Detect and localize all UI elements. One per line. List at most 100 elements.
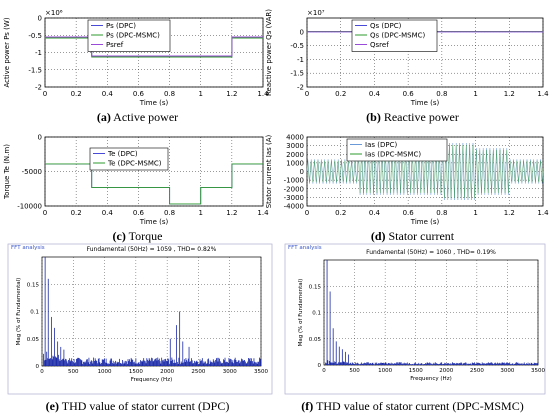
fft-panel-e: FFT analysis Fundamental (50Hz) = 1059 , … — [7, 243, 273, 395]
x-tick-label: 0.4 — [369, 90, 381, 98]
caption-c: (c) Torque — [112, 229, 163, 243]
x-tick-label: 1500 — [129, 369, 143, 375]
y-tick-label: 0.05 — [27, 337, 40, 343]
caption-e: (e) THD value of stator current (DPC) — [45, 399, 230, 413]
chart-panel-b: 0 0.2 0.4 0.6 0.8 1 1.2 1.4 0 -0.5 -1 -1.5 -2 Time (s… — [265, 9, 549, 107]
x-tick-label: 0.6 — [133, 209, 145, 217]
y-tick-label: -0.5 — [28, 32, 42, 40]
y-tick-label: -1 — [297, 56, 304, 64]
y-tick-label: 0 — [300, 168, 304, 176]
x-tick-label: 3000 — [500, 368, 514, 374]
legend-entry: Ps (DPC) — [106, 22, 136, 30]
fundamental-label: Fundamental (50Hz) = 1060 , THD= 0.19% — [366, 249, 496, 256]
chart-panel-c: 0 0.2 0.4 0.6 0.8 1 1.2 1.4 0 -5000 -10000 Time (s)… — [3, 134, 269, 227]
legend-entry: Te (DPC) — [107, 150, 138, 158]
caption-d: (d) Stator current — [370, 229, 455, 243]
legend-entry: Ias (DPC-MSMC) — [365, 151, 421, 159]
y-tick-label: 3000 — [286, 142, 304, 150]
x-tick-label: 1.2 — [226, 209, 237, 217]
y-tick-label: -1.5 — [290, 70, 304, 78]
y-axis-label: Active power Ps (W) — [3, 17, 11, 87]
x-tick-label: 0.2 — [71, 209, 82, 217]
x-tick-label: 0.8 — [436, 90, 447, 98]
axis-exponent: ×10⁶ — [45, 9, 63, 17]
x-tick-label: 1500 — [409, 368, 423, 374]
x-tick-label: 0.6 — [403, 90, 415, 98]
x-tick-label: 3000 — [223, 369, 237, 375]
x-tick-label: 1000 — [378, 368, 392, 374]
x-tick-label: 1.4 — [257, 209, 269, 217]
x-tick-label: 0 — [40, 369, 44, 375]
y-tick-label: -2 — [297, 84, 304, 92]
chart-panel-d: 0 0.2 0.4 0.6 0.8 1 1.2 1.440003000200010000-10… — [265, 134, 549, 227]
fft-panel-f: FFT analysis Fundamental (50Hz) = 1060 , … — [284, 243, 545, 395]
legend-box — [346, 138, 448, 162]
x-tick-label: 1.2 — [504, 209, 515, 217]
y-tick-label: -2 — [35, 84, 42, 92]
fft-window-title: FFT analysis — [288, 245, 322, 251]
y-tick-label: -1.5 — [28, 66, 42, 74]
x-tick-label: 1 — [198, 209, 202, 217]
y-tick-label: -1000 — [284, 177, 304, 185]
x-tick-label: 0.8 — [164, 209, 175, 217]
y-tick-label: -3000 — [284, 194, 304, 202]
y-axis-label: Reactive power Qs (VAR) — [265, 9, 273, 96]
x-tick-label: 0.2 — [71, 90, 82, 98]
y-tick-label: -1 — [35, 49, 42, 57]
axis-exponent: ×10⁷ — [307, 9, 325, 17]
x-tick-label: 0 — [305, 90, 309, 98]
x-tick-label: 3500 — [254, 369, 268, 375]
x-tick-label: 0.4 — [102, 209, 114, 217]
x-tick-label: 0.4 — [102, 90, 114, 98]
x-tick-label: 0 — [322, 368, 326, 374]
legend-entry: Te (DPC-MSMC) — [107, 160, 162, 168]
caption-b: (b) Reactive power — [366, 110, 459, 124]
fft-window-title: FFT analysis — [11, 245, 45, 251]
y-tick-label: 0.15 — [27, 282, 40, 288]
x-tick-label: 1.4 — [537, 90, 549, 98]
x-tick-label: 500 — [68, 369, 79, 375]
legend-box — [89, 147, 169, 171]
x-axis-label: Time (s) — [410, 218, 440, 226]
y-tick-label: 0.15 — [309, 284, 322, 290]
x-tick-label: 0 — [43, 90, 47, 98]
y-tick-label: 0.1 — [312, 311, 321, 317]
y-tick-label: -2000 — [284, 185, 304, 193]
x-axis-label: Frequency (Hz) — [131, 377, 172, 383]
x-tick-label: 1.2 — [226, 90, 237, 98]
x-tick-label: 0.2 — [335, 209, 346, 217]
x-tick-label: 2000 — [439, 368, 453, 374]
y-axis-label: Mag (% of Fundamental) — [16, 278, 22, 346]
x-tick-label: 2500 — [191, 369, 205, 375]
plot-area — [323, 259, 539, 366]
fundamental-label: Fundamental (50Hz) = 1059 , THD= 0.82% — [87, 246, 217, 253]
y-tick-label: 2000 — [286, 151, 304, 159]
y-axis-label: Mag (% of Fundamental) — [298, 279, 304, 347]
series-line — [45, 163, 263, 205]
y-tick-label: -10000 — [17, 203, 42, 211]
y-tick-label: -4000 — [284, 203, 304, 211]
x-axis-label: Time (s) — [410, 99, 440, 107]
series-line — [45, 37, 263, 58]
legend-entry: Qs (DPC-MSMC) — [370, 32, 426, 40]
series-line — [45, 36, 263, 57]
x-tick-label: 0.6 — [133, 90, 145, 98]
x-tick-label: 2000 — [160, 369, 174, 375]
chart-panel-a: 0 0.2 0.4 0.6 0.8 1 1.2 1.4 0 -0.5 -1 -1.5 -2 Time (s… — [3, 9, 269, 107]
x-tick-label: 0.2 — [335, 90, 346, 98]
x-tick-label: 0 — [305, 209, 309, 217]
x-tick-label: 0.8 — [164, 90, 175, 98]
y-tick-label: 1000 — [286, 159, 304, 167]
y-axis-label: Torque Te (N.m) — [3, 144, 11, 200]
x-tick-label: 1 — [473, 209, 477, 217]
y-tick-label: 0 — [38, 134, 42, 142]
x-axis-label: Time (s) — [139, 218, 169, 226]
caption-f: (f) THD value of stator current (DPC-MSM… — [301, 399, 524, 413]
x-tick-label: 0 — [43, 209, 47, 217]
x-tick-label: 1 — [473, 90, 477, 98]
y-tick-label: -5000 — [22, 168, 42, 176]
y-tick-label: 0 — [318, 363, 322, 369]
x-axis-label: Time (s) — [139, 99, 169, 107]
x-tick-label: 2500 — [470, 368, 484, 374]
